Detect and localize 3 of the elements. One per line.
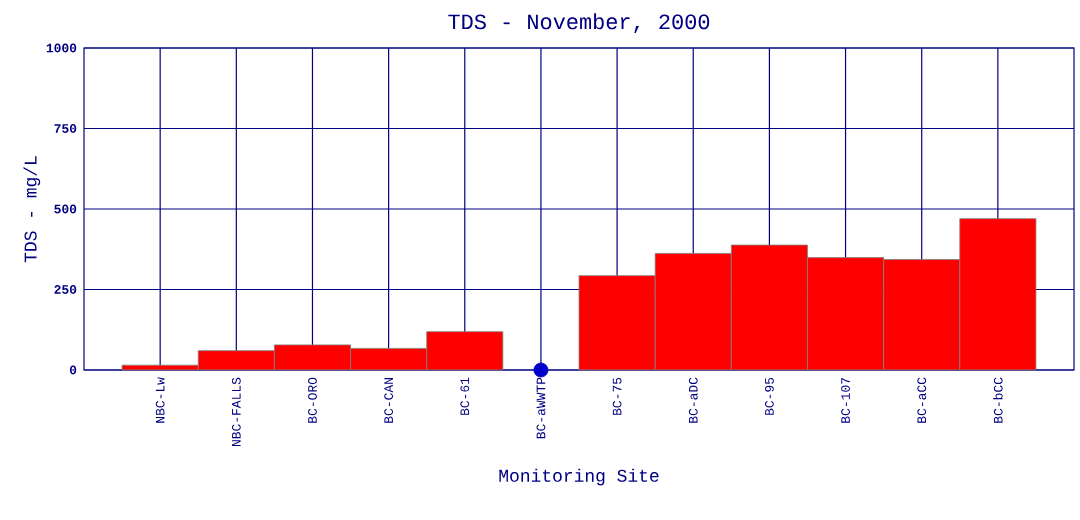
y-axis-title: TDS - mg/L [23, 156, 41, 263]
x-axis-title: Monitoring Site [499, 468, 659, 486]
chart-title: TDS - November, 2000 [448, 13, 710, 33]
